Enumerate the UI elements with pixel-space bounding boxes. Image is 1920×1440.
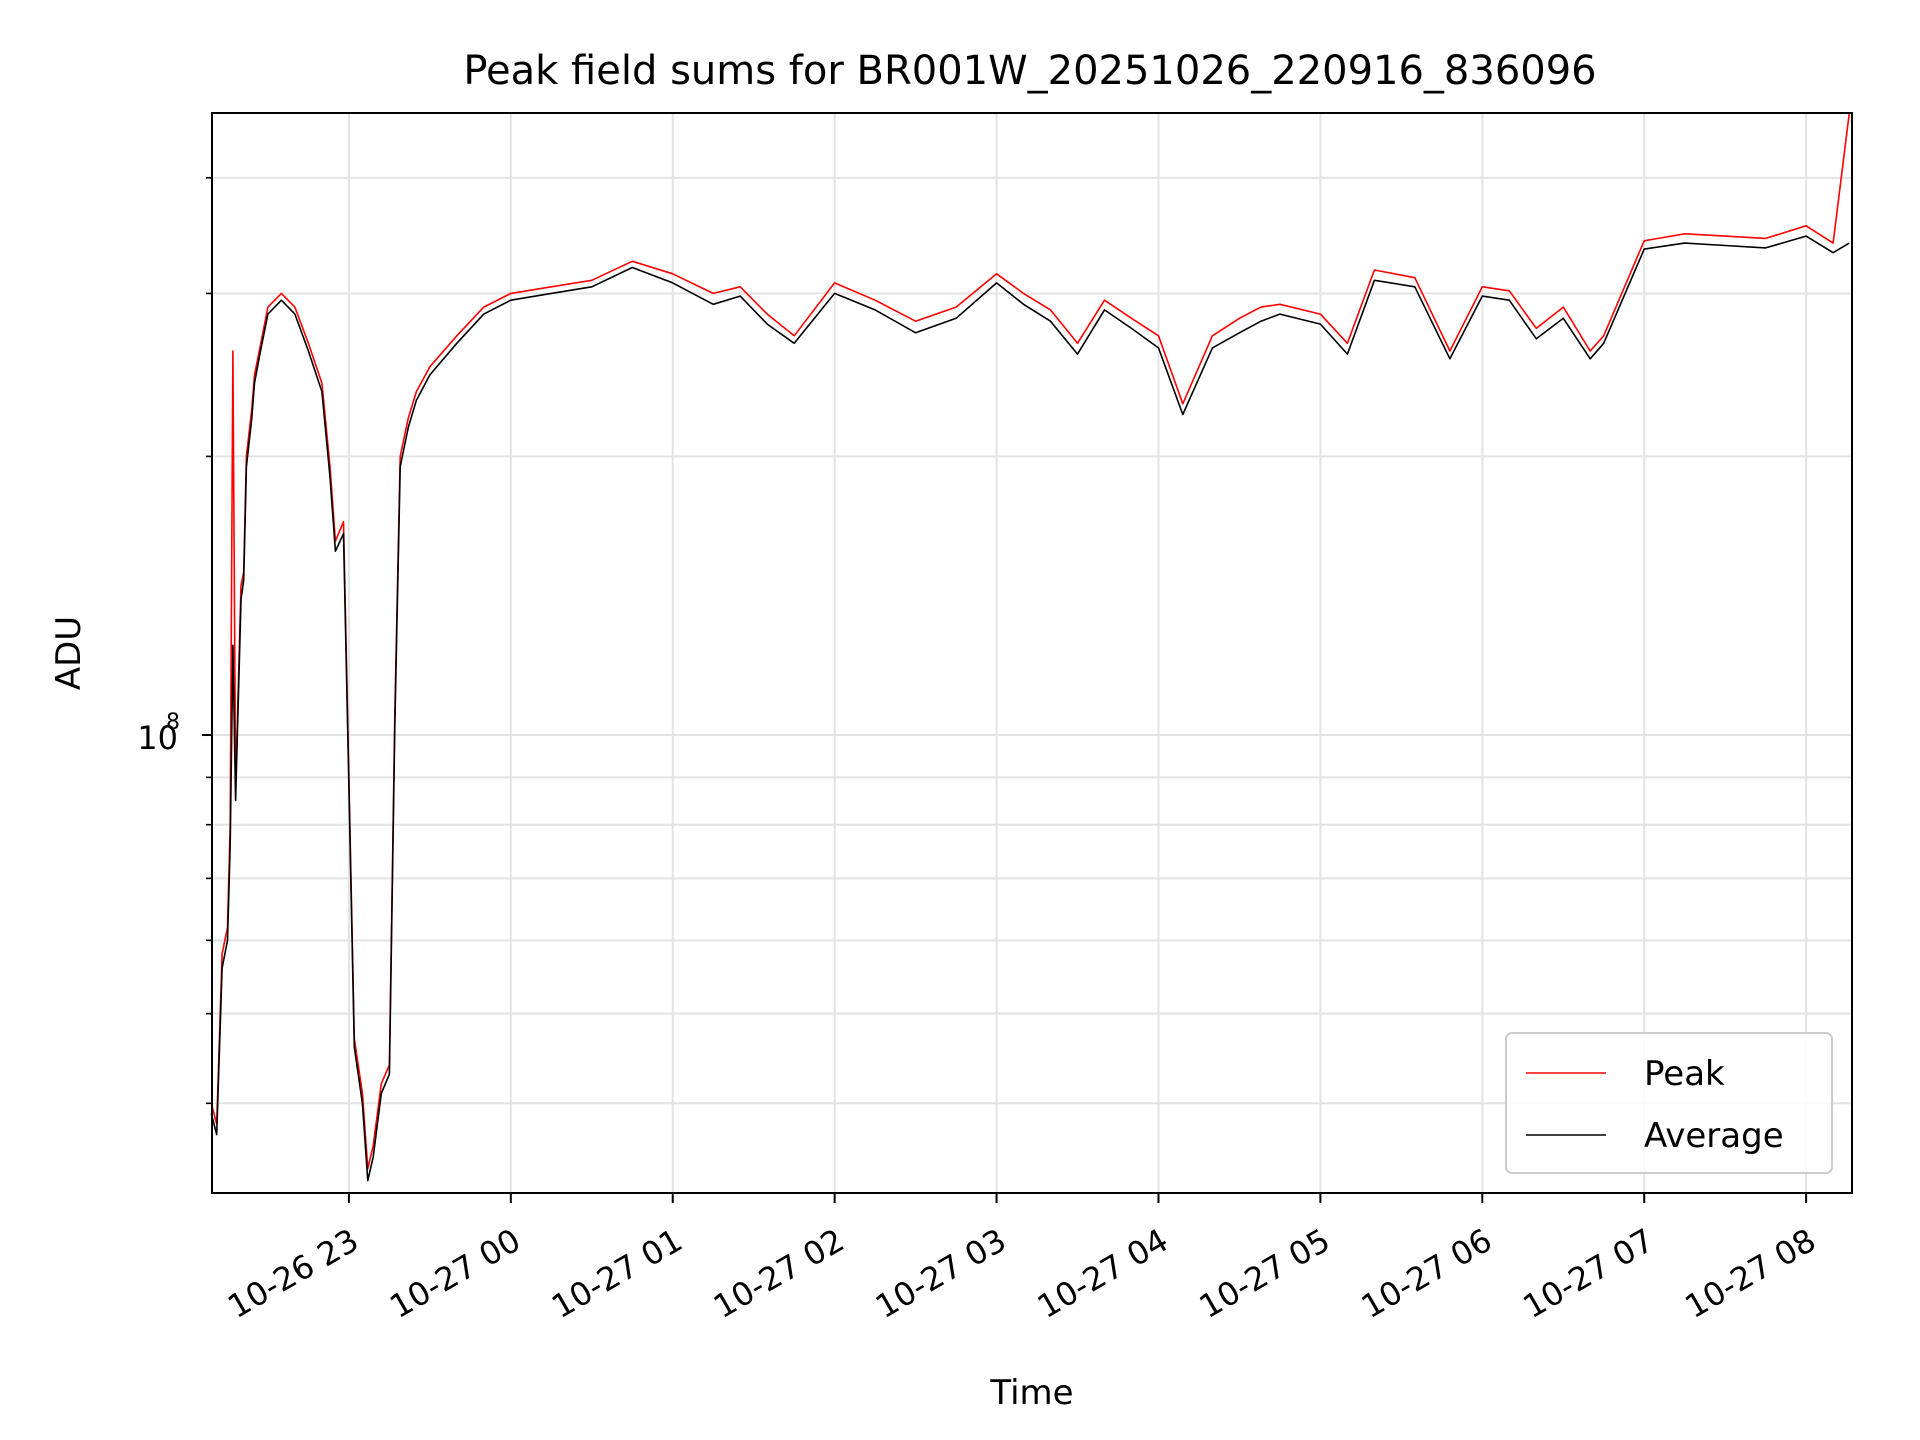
plot-frame <box>211 112 1853 1194</box>
series-line-average <box>210 235 1850 1182</box>
legend-label-average: Average <box>1644 1116 1784 1156</box>
y-axis: 108 <box>137 177 212 1105</box>
plot-lines <box>210 112 1851 1182</box>
y-axis-label: ADU <box>49 616 89 690</box>
legend-label-peak: Peak <box>1644 1054 1725 1094</box>
series-line-peak <box>210 112 1851 1170</box>
chart-title: Peak field sums for BR001W_20251026_2209… <box>463 48 1596 94</box>
legend: Peak Average <box>1505 1032 1833 1174</box>
grid <box>212 113 1852 1193</box>
y-tick-exponent: 8 <box>166 710 180 735</box>
legend-box <box>1505 1032 1833 1174</box>
x-axis-label: Time <box>989 1373 1073 1413</box>
y-tick-label: 10 <box>137 719 178 757</box>
